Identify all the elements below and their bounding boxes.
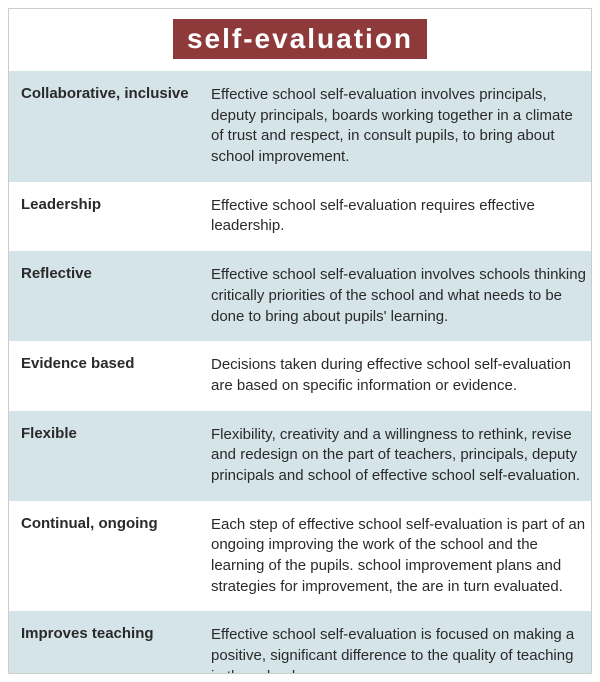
title-wrap: self-evaluation <box>9 9 591 71</box>
row-label: Collaborative, inclusive <box>9 71 203 182</box>
row-description: Each step of effective school self-evalu… <box>203 501 591 612</box>
row-description: Decisions taken during effective school … <box>203 341 591 410</box>
page-title: self-evaluation <box>173 19 427 59</box>
row-description: Effective school self-evaluation involve… <box>203 251 591 341</box>
table-row: Leadership Effective school self-evaluat… <box>9 182 591 251</box>
document-container: self-evaluation Collaborative, inclusive… <box>8 8 592 674</box>
row-label: Improves teaching <box>9 611 203 674</box>
table-row: Continual, ongoing Each step of effectiv… <box>9 501 591 612</box>
row-label: Reflective <box>9 251 203 341</box>
row-description: Effective school self-evaluation involve… <box>203 71 591 182</box>
table-row: Collaborative, inclusive Effective schoo… <box>9 71 591 182</box>
table-row: Improves teaching Effective school self-… <box>9 611 591 674</box>
row-label: Flexible <box>9 411 203 501</box>
table-row: Reflective Effective school self-evaluat… <box>9 251 591 341</box>
row-label: Evidence based <box>9 341 203 410</box>
row-label: Continual, ongoing <box>9 501 203 612</box>
row-description: Flexibility, creativity and a willingnes… <box>203 411 591 501</box>
row-label: Leadership <box>9 182 203 251</box>
table-row: Flexible Flexibility, creativity and a w… <box>9 411 591 501</box>
row-description: Effective school self-evaluation is focu… <box>203 611 591 674</box>
row-description: Effective school self-evaluation require… <box>203 182 591 251</box>
table-row: Evidence based Decisions taken during ef… <box>9 341 591 410</box>
evaluation-table: Collaborative, inclusive Effective schoo… <box>9 71 591 674</box>
